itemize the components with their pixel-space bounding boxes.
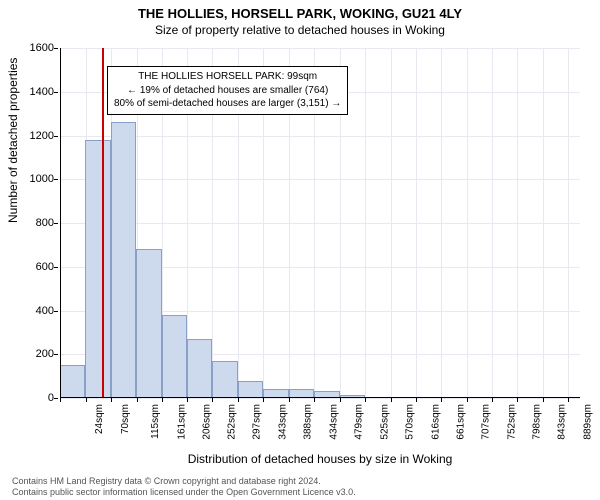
annotation-line: 80% of semi-detached houses are larger (… <box>114 97 341 111</box>
y-tick-mark <box>54 267 58 268</box>
attribution-text: Contains HM Land Registry data © Crown c… <box>12 476 356 499</box>
y-tick-mark <box>54 223 58 224</box>
x-tick-mark <box>340 398 341 402</box>
y-tick-label: 200 <box>36 348 54 360</box>
x-axis: 24sqm 70sqm 115sqm 161sqm 206sqm 252sqm 297sqm… <box>60 398 580 458</box>
gridline-h <box>60 48 580 49</box>
y-tick-label: 600 <box>36 261 54 273</box>
y-tick-label: 800 <box>36 217 54 229</box>
x-tick-label: 297sqm <box>252 404 263 440</box>
y-axis: 02004006008001000120014001600 <box>0 48 58 398</box>
annotation-line: THE HOLLIES HORSELL PARK: 99sqm <box>114 70 341 84</box>
x-tick-mark <box>416 398 417 402</box>
gridline-v <box>492 48 493 398</box>
x-tick-mark <box>263 398 264 402</box>
x-tick-mark <box>162 398 163 402</box>
x-tick-label: 434sqm <box>329 404 340 440</box>
x-tick-label: 115sqm <box>150 404 161 439</box>
histogram-bar <box>85 140 110 398</box>
x-tick-label: 798sqm <box>532 404 543 440</box>
y-tick-mark <box>54 92 58 93</box>
y-tick-label: 1200 <box>30 130 54 142</box>
y-tick-label: 400 <box>36 305 54 317</box>
x-tick-mark <box>517 398 518 402</box>
gridline-h <box>60 223 580 224</box>
histogram-bar <box>212 361 237 398</box>
gridline-v <box>543 48 544 398</box>
annotation-line: ← 19% of detached houses are smaller (76… <box>114 84 341 98</box>
x-tick-label: 479sqm <box>354 404 365 440</box>
gridline-v <box>467 48 468 398</box>
histogram-bar <box>162 315 187 398</box>
annotation-box: THE HOLLIES HORSELL PARK: 99sqm← 19% of … <box>107 66 348 115</box>
histogram-bar <box>187 339 212 398</box>
gridline-v <box>416 48 417 398</box>
x-tick-mark <box>238 398 239 402</box>
x-tick-mark <box>137 398 138 402</box>
x-tick-mark <box>365 398 366 402</box>
x-tick-label: 161sqm <box>176 404 187 440</box>
x-tick-mark <box>86 398 87 402</box>
gridline-h <box>60 136 580 137</box>
y-tick-mark <box>54 311 58 312</box>
x-tick-mark <box>289 398 290 402</box>
x-tick-mark <box>212 398 213 402</box>
x-tick-label: 843sqm <box>557 404 568 440</box>
x-tick-mark <box>441 398 442 402</box>
x-tick-mark <box>111 398 112 402</box>
x-tick-label: 616sqm <box>430 404 441 440</box>
x-tick-label: 388sqm <box>303 404 314 440</box>
property-marker-line <box>102 48 104 398</box>
attribution-line2: Contains public sector information licen… <box>12 487 356 498</box>
gridline-v <box>441 48 442 398</box>
x-axis-label: Distribution of detached houses by size … <box>60 452 580 466</box>
x-tick-mark <box>187 398 188 402</box>
x-tick-label: 24sqm <box>94 404 105 434</box>
histogram-bar <box>111 122 136 398</box>
gridline-v <box>568 48 569 398</box>
x-tick-label: 570sqm <box>405 404 416 440</box>
gridline-v <box>365 48 366 398</box>
x-tick-label: 889sqm <box>583 404 594 440</box>
histogram-chart: THE HOLLIES, HORSELL PARK, WOKING, GU21 … <box>0 0 600 500</box>
x-tick-label: 752sqm <box>506 404 517 440</box>
attribution-line1: Contains HM Land Registry data © Crown c… <box>12 476 356 487</box>
histogram-bar <box>60 365 85 398</box>
x-tick-label: 70sqm <box>120 404 131 434</box>
x-tick-label: 661sqm <box>455 404 466 440</box>
histogram-bar <box>136 249 161 398</box>
y-tick-mark <box>54 136 58 137</box>
x-tick-label: 206sqm <box>201 404 212 440</box>
chart-title: THE HOLLIES, HORSELL PARK, WOKING, GU21 … <box>0 0 600 21</box>
x-tick-mark <box>568 398 569 402</box>
x-tick-mark <box>492 398 493 402</box>
x-tick-label: 525sqm <box>379 404 390 440</box>
y-tick-mark <box>54 179 58 180</box>
x-tick-mark <box>314 398 315 402</box>
gridline-v <box>517 48 518 398</box>
chart-subtitle: Size of property relative to detached ho… <box>0 21 600 37</box>
x-tick-mark <box>543 398 544 402</box>
y-tick-mark <box>54 48 58 49</box>
histogram-bar <box>238 381 263 399</box>
x-tick-mark <box>467 398 468 402</box>
y-tick-mark <box>54 354 58 355</box>
x-tick-mark <box>391 398 392 402</box>
gridline-h <box>60 179 580 180</box>
x-tick-label: 707sqm <box>481 404 492 440</box>
x-tick-label: 252sqm <box>227 404 238 440</box>
y-tick-label: 1600 <box>30 42 54 54</box>
plot-area: THE HOLLIES HORSELL PARK: 99sqm← 19% of … <box>60 48 580 398</box>
y-tick-label: 1400 <box>30 86 54 98</box>
y-axis-line <box>60 48 61 398</box>
gridline-v <box>391 48 392 398</box>
y-tick-mark <box>54 398 58 399</box>
x-tick-mark <box>60 398 61 402</box>
x-tick-label: 343sqm <box>278 404 289 440</box>
y-tick-label: 1000 <box>30 173 54 185</box>
